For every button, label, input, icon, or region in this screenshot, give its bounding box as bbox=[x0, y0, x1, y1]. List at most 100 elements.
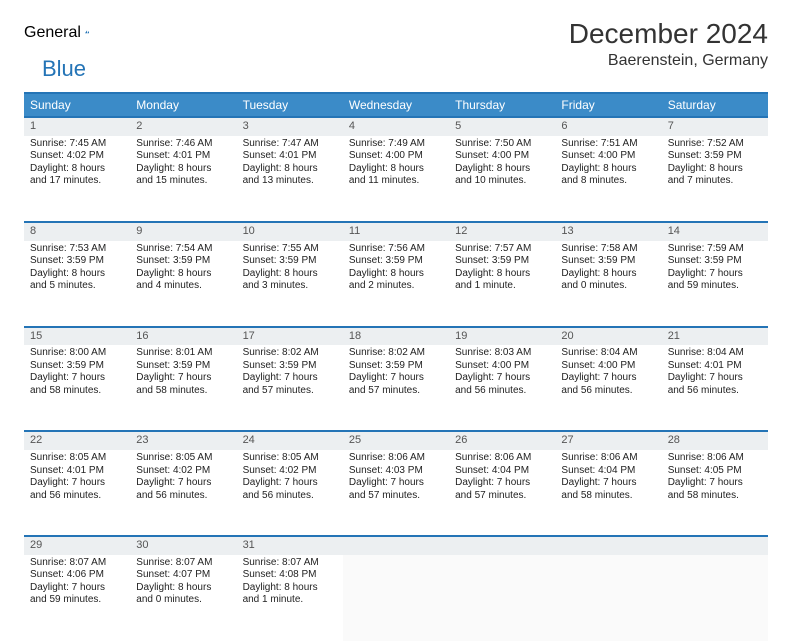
daylight-text: Daylight: 8 hours bbox=[243, 268, 337, 281]
brand-logo: General bbox=[24, 18, 109, 42]
day-body-cell: Sunrise: 7:46 AMSunset: 4:01 PMDaylight:… bbox=[130, 136, 236, 222]
day-body-cell: Sunrise: 7:54 AMSunset: 3:59 PMDaylight:… bbox=[130, 241, 236, 327]
daylight-text: Daylight: 7 hours bbox=[561, 372, 655, 385]
day-number-cell: 10 bbox=[237, 222, 343, 241]
day-body-cell: Sunrise: 8:06 AMSunset: 4:03 PMDaylight:… bbox=[343, 450, 449, 536]
daylight-text: and 57 minutes. bbox=[349, 385, 443, 398]
day-body-cell: Sunrise: 8:00 AMSunset: 3:59 PMDaylight:… bbox=[24, 345, 130, 431]
weekday-header: Wednesday bbox=[343, 93, 449, 117]
daylight-text: and 57 minutes. bbox=[243, 385, 337, 398]
location-label: Baerenstein, Germany bbox=[569, 52, 768, 70]
daylight-text: Daylight: 8 hours bbox=[455, 268, 549, 281]
sunrise-text: Sunrise: 8:02 AM bbox=[349, 347, 443, 360]
day-body-cell: Sunrise: 8:07 AMSunset: 4:06 PMDaylight:… bbox=[24, 555, 130, 641]
day-body-cell: Sunrise: 8:07 AMSunset: 4:07 PMDaylight:… bbox=[130, 555, 236, 641]
day-body-cell: Sunrise: 8:05 AMSunset: 4:02 PMDaylight:… bbox=[237, 450, 343, 536]
daylight-text: Daylight: 8 hours bbox=[30, 268, 124, 281]
sunrise-text: Sunrise: 7:54 AM bbox=[136, 243, 230, 256]
day-number-cell bbox=[449, 536, 555, 555]
day-body-row: Sunrise: 7:45 AMSunset: 4:02 PMDaylight:… bbox=[24, 136, 768, 222]
day-body-cell: Sunrise: 8:05 AMSunset: 4:01 PMDaylight:… bbox=[24, 450, 130, 536]
daylight-text: and 2 minutes. bbox=[349, 280, 443, 293]
weekday-header: Thursday bbox=[449, 93, 555, 117]
day-number-cell: 21 bbox=[662, 327, 768, 346]
daylight-text: and 56 minutes. bbox=[243, 490, 337, 503]
day-number-cell: 2 bbox=[130, 117, 236, 136]
calendar-table: Sunday Monday Tuesday Wednesday Thursday… bbox=[24, 92, 768, 641]
daylight-text: Daylight: 7 hours bbox=[349, 372, 443, 385]
day-body-cell: Sunrise: 7:52 AMSunset: 3:59 PMDaylight:… bbox=[662, 136, 768, 222]
day-body-cell: Sunrise: 7:59 AMSunset: 3:59 PMDaylight:… bbox=[662, 241, 768, 327]
day-body-cell: Sunrise: 8:06 AMSunset: 4:04 PMDaylight:… bbox=[449, 450, 555, 536]
daylight-text: Daylight: 8 hours bbox=[349, 163, 443, 176]
sunrise-text: Sunrise: 7:46 AM bbox=[136, 138, 230, 151]
day-body-cell: Sunrise: 7:57 AMSunset: 3:59 PMDaylight:… bbox=[449, 241, 555, 327]
day-number-cell: 13 bbox=[555, 222, 661, 241]
day-body-cell: Sunrise: 8:05 AMSunset: 4:02 PMDaylight:… bbox=[130, 450, 236, 536]
sunrise-text: Sunrise: 7:51 AM bbox=[561, 138, 655, 151]
sunrise-text: Sunrise: 7:55 AM bbox=[243, 243, 337, 256]
day-number-cell: 7 bbox=[662, 117, 768, 136]
daylight-text: Daylight: 8 hours bbox=[136, 582, 230, 595]
sunrise-text: Sunrise: 8:01 AM bbox=[136, 347, 230, 360]
sunset-text: Sunset: 3:59 PM bbox=[30, 255, 124, 268]
day-body-cell: Sunrise: 8:03 AMSunset: 4:00 PMDaylight:… bbox=[449, 345, 555, 431]
daylight-text: and 0 minutes. bbox=[136, 594, 230, 607]
month-title: December 2024 bbox=[569, 18, 768, 50]
sunset-text: Sunset: 4:02 PM bbox=[136, 465, 230, 478]
day-body-cell: Sunrise: 7:47 AMSunset: 4:01 PMDaylight:… bbox=[237, 136, 343, 222]
sunset-text: Sunset: 3:59 PM bbox=[561, 255, 655, 268]
daylight-text: and 56 minutes. bbox=[561, 385, 655, 398]
day-body-cell: Sunrise: 7:51 AMSunset: 4:00 PMDaylight:… bbox=[555, 136, 661, 222]
day-body-cell: Sunrise: 8:06 AMSunset: 4:05 PMDaylight:… bbox=[662, 450, 768, 536]
sunrise-text: Sunrise: 8:06 AM bbox=[668, 452, 762, 465]
daylight-text: and 11 minutes. bbox=[349, 175, 443, 188]
brand-word-blue: Blue bbox=[42, 56, 86, 82]
sunrise-text: Sunrise: 8:06 AM bbox=[349, 452, 443, 465]
sunrise-text: Sunrise: 7:50 AM bbox=[455, 138, 549, 151]
sunset-text: Sunset: 4:04 PM bbox=[561, 465, 655, 478]
sunrise-text: Sunrise: 7:59 AM bbox=[668, 243, 762, 256]
daylight-text: Daylight: 8 hours bbox=[349, 268, 443, 281]
day-number-cell: 15 bbox=[24, 327, 130, 346]
daylight-text: and 13 minutes. bbox=[243, 175, 337, 188]
sunrise-text: Sunrise: 7:49 AM bbox=[349, 138, 443, 151]
day-number-cell: 30 bbox=[130, 536, 236, 555]
sunset-text: Sunset: 3:59 PM bbox=[136, 360, 230, 373]
day-number-cell: 1 bbox=[24, 117, 130, 136]
day-number-cell: 23 bbox=[130, 431, 236, 450]
sunset-text: Sunset: 4:02 PM bbox=[30, 150, 124, 163]
sunrise-text: Sunrise: 8:05 AM bbox=[30, 452, 124, 465]
sunrise-text: Sunrise: 8:02 AM bbox=[243, 347, 337, 360]
sunset-text: Sunset: 4:00 PM bbox=[561, 360, 655, 373]
sunrise-text: Sunrise: 8:04 AM bbox=[668, 347, 762, 360]
sunrise-text: Sunrise: 8:05 AM bbox=[136, 452, 230, 465]
day-number-cell: 5 bbox=[449, 117, 555, 136]
daylight-text: Daylight: 8 hours bbox=[561, 163, 655, 176]
day-body-cell: Sunrise: 8:07 AMSunset: 4:08 PMDaylight:… bbox=[237, 555, 343, 641]
daylight-text: and 1 minute. bbox=[243, 594, 337, 607]
day-body-cell: Sunrise: 8:06 AMSunset: 4:04 PMDaylight:… bbox=[555, 450, 661, 536]
daylight-text: Daylight: 7 hours bbox=[668, 477, 762, 490]
day-number-cell: 24 bbox=[237, 431, 343, 450]
sunset-text: Sunset: 4:08 PM bbox=[243, 569, 337, 582]
brand-word-general: General bbox=[24, 24, 81, 42]
day-body-row: Sunrise: 8:07 AMSunset: 4:06 PMDaylight:… bbox=[24, 555, 768, 641]
weekday-header: Monday bbox=[130, 93, 236, 117]
daylight-text: Daylight: 7 hours bbox=[243, 477, 337, 490]
day-body-cell: Sunrise: 8:02 AMSunset: 3:59 PMDaylight:… bbox=[237, 345, 343, 431]
sunrise-text: Sunrise: 7:45 AM bbox=[30, 138, 124, 151]
daylight-text: Daylight: 7 hours bbox=[136, 372, 230, 385]
daylight-text: Daylight: 8 hours bbox=[30, 163, 124, 176]
sunset-text: Sunset: 3:59 PM bbox=[349, 360, 443, 373]
sunrise-text: Sunrise: 7:56 AM bbox=[349, 243, 443, 256]
daylight-text: Daylight: 8 hours bbox=[243, 163, 337, 176]
daylight-text: and 56 minutes. bbox=[30, 490, 124, 503]
daylight-text: Daylight: 7 hours bbox=[668, 372, 762, 385]
sunset-text: Sunset: 3:59 PM bbox=[668, 255, 762, 268]
daylight-text: Daylight: 7 hours bbox=[455, 372, 549, 385]
day-body-cell: Sunrise: 8:01 AMSunset: 3:59 PMDaylight:… bbox=[130, 345, 236, 431]
daylight-text: and 58 minutes. bbox=[30, 385, 124, 398]
sunrise-text: Sunrise: 8:04 AM bbox=[561, 347, 655, 360]
day-number-cell: 16 bbox=[130, 327, 236, 346]
